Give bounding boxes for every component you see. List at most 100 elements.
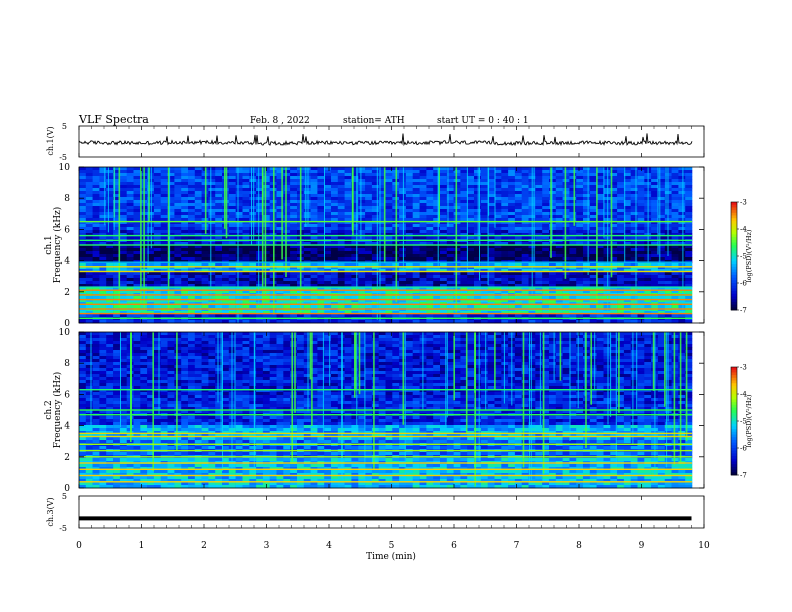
spectrogram-cell: [480, 272, 488, 276]
spectrogram-cell: [147, 287, 155, 291]
spectrogram-cell: [508, 200, 516, 204]
spectrogram-cell: [358, 194, 366, 198]
spectrogram-cell: [433, 185, 441, 189]
spectrogram-cell: [85, 191, 93, 195]
spectrogram-cell: [181, 176, 189, 180]
spectrogram-cell: [385, 212, 393, 216]
spectrogram-cell: [358, 167, 366, 171]
spectrogram-cell: [262, 218, 270, 222]
spectrogram-cell: [303, 170, 311, 174]
spectrogram-cell: [474, 299, 482, 303]
spectrogram-cell: [412, 194, 420, 198]
spectrogram-cell: [344, 251, 352, 255]
spectrogram-cell: [181, 287, 189, 291]
spectrogram-cell: [521, 242, 529, 246]
spectrogram-cell: [494, 251, 502, 255]
spectrogram-cell: [337, 170, 345, 174]
spectrogram-cell: [378, 290, 386, 294]
colorbar-swatch: [731, 272, 737, 276]
spectrogram-cell: [514, 263, 522, 267]
spectrogram-cell: [215, 284, 223, 288]
spectrogram-cell: [337, 311, 345, 315]
spectrogram-cell: [262, 203, 270, 207]
spectrogram-cell: [480, 206, 488, 210]
spectrogram-cell: [337, 299, 345, 303]
spectrogram-cell: [126, 281, 134, 285]
spectrogram-cell: [290, 296, 298, 300]
spectrogram-cell: [249, 290, 257, 294]
spectrogram-cell: [113, 299, 121, 303]
spectrogram-cell: [147, 194, 155, 198]
spectrogram-cell: [671, 281, 679, 285]
spectrogram-cell: [276, 296, 284, 300]
spectrogram-cell: [324, 257, 332, 261]
spectrogram-cell: [651, 257, 659, 261]
spectrogram-cell: [378, 179, 386, 183]
spectrogram-cell: [678, 320, 686, 324]
sferic-streak: [324, 167, 325, 265]
spectrogram-cell: [133, 284, 141, 288]
spectrogram-cell: [535, 305, 543, 309]
spectrogram-cell: [440, 194, 448, 198]
spectrogram-cell: [337, 203, 345, 207]
spectrogram-cell: [324, 167, 332, 171]
spectrogram-cell: [405, 185, 413, 189]
spectrogram-cell: [562, 281, 570, 285]
spectrogram-cell: [433, 254, 441, 258]
spectrogram-cell: [426, 206, 434, 210]
spectrogram-cell: [514, 275, 522, 279]
spectrogram-cell: [487, 278, 495, 282]
spectrogram-cell: [433, 263, 441, 267]
spectrogram-cell: [310, 200, 318, 204]
spectrogram-cell: [385, 320, 393, 324]
spectrogram-cell: [535, 221, 543, 225]
spectrogram-cell: [596, 194, 604, 198]
spectrogram-cell: [460, 224, 468, 228]
spectrogram-cell: [290, 299, 298, 303]
spectrogram-cell: [303, 284, 311, 288]
spectrogram-cell: [610, 332, 618, 336]
spectrogram-cell: [623, 182, 631, 186]
spectrogram-cell: [119, 167, 127, 171]
spectrogram-cell: [201, 284, 209, 288]
spectrogram-cell: [174, 206, 182, 210]
spectrogram-cell: [201, 290, 209, 294]
spectrogram-cell: [119, 236, 127, 240]
spectrogram-cell: [494, 257, 502, 261]
spectrogram-cell: [106, 320, 114, 324]
spectrogram-cell: [542, 167, 550, 171]
spectrogram-cell: [256, 236, 264, 240]
spectrogram-cell: [242, 311, 250, 315]
spectrogram-cell: [201, 311, 209, 315]
spectrogram-cell: [617, 206, 625, 210]
spectrogram-cell: [113, 245, 121, 249]
spectrogram-cell: [85, 173, 93, 177]
colorbar-swatch: [731, 307, 737, 311]
spectrogram-cell: [222, 332, 230, 336]
spectrogram-cell: [290, 311, 298, 315]
spectrogram-cell: [617, 176, 625, 180]
spectrogram-cell: [235, 194, 243, 198]
spectrogram-cell: [535, 263, 543, 267]
spectrogram-cell: [208, 275, 216, 279]
spectrogram-cell: [310, 248, 318, 252]
spectrogram-cell: [317, 314, 325, 318]
spectrogram-cell: [657, 176, 665, 180]
spectrogram-cell: [283, 287, 291, 291]
spectrogram-cell: [399, 188, 407, 192]
spectrogram-cell: [603, 194, 611, 198]
spectrogram-cell: [399, 167, 407, 171]
spectrogram-cell: [467, 245, 475, 249]
spectrogram-cell: [106, 224, 114, 228]
spectrogram-cell: [317, 245, 325, 249]
spectrogram-cell: [596, 332, 604, 336]
spectrogram-cell: [480, 320, 488, 324]
spectrogram-cell: [188, 320, 196, 324]
spectrogram-cell: [167, 320, 175, 324]
spectrogram-cell: [235, 311, 243, 315]
spectrogram-cell: [290, 287, 298, 291]
spectrogram-cell: [303, 332, 311, 336]
spectrogram-cell: [358, 263, 366, 267]
spectrogram-cell: [188, 218, 196, 222]
spectrogram-cell: [106, 290, 114, 294]
